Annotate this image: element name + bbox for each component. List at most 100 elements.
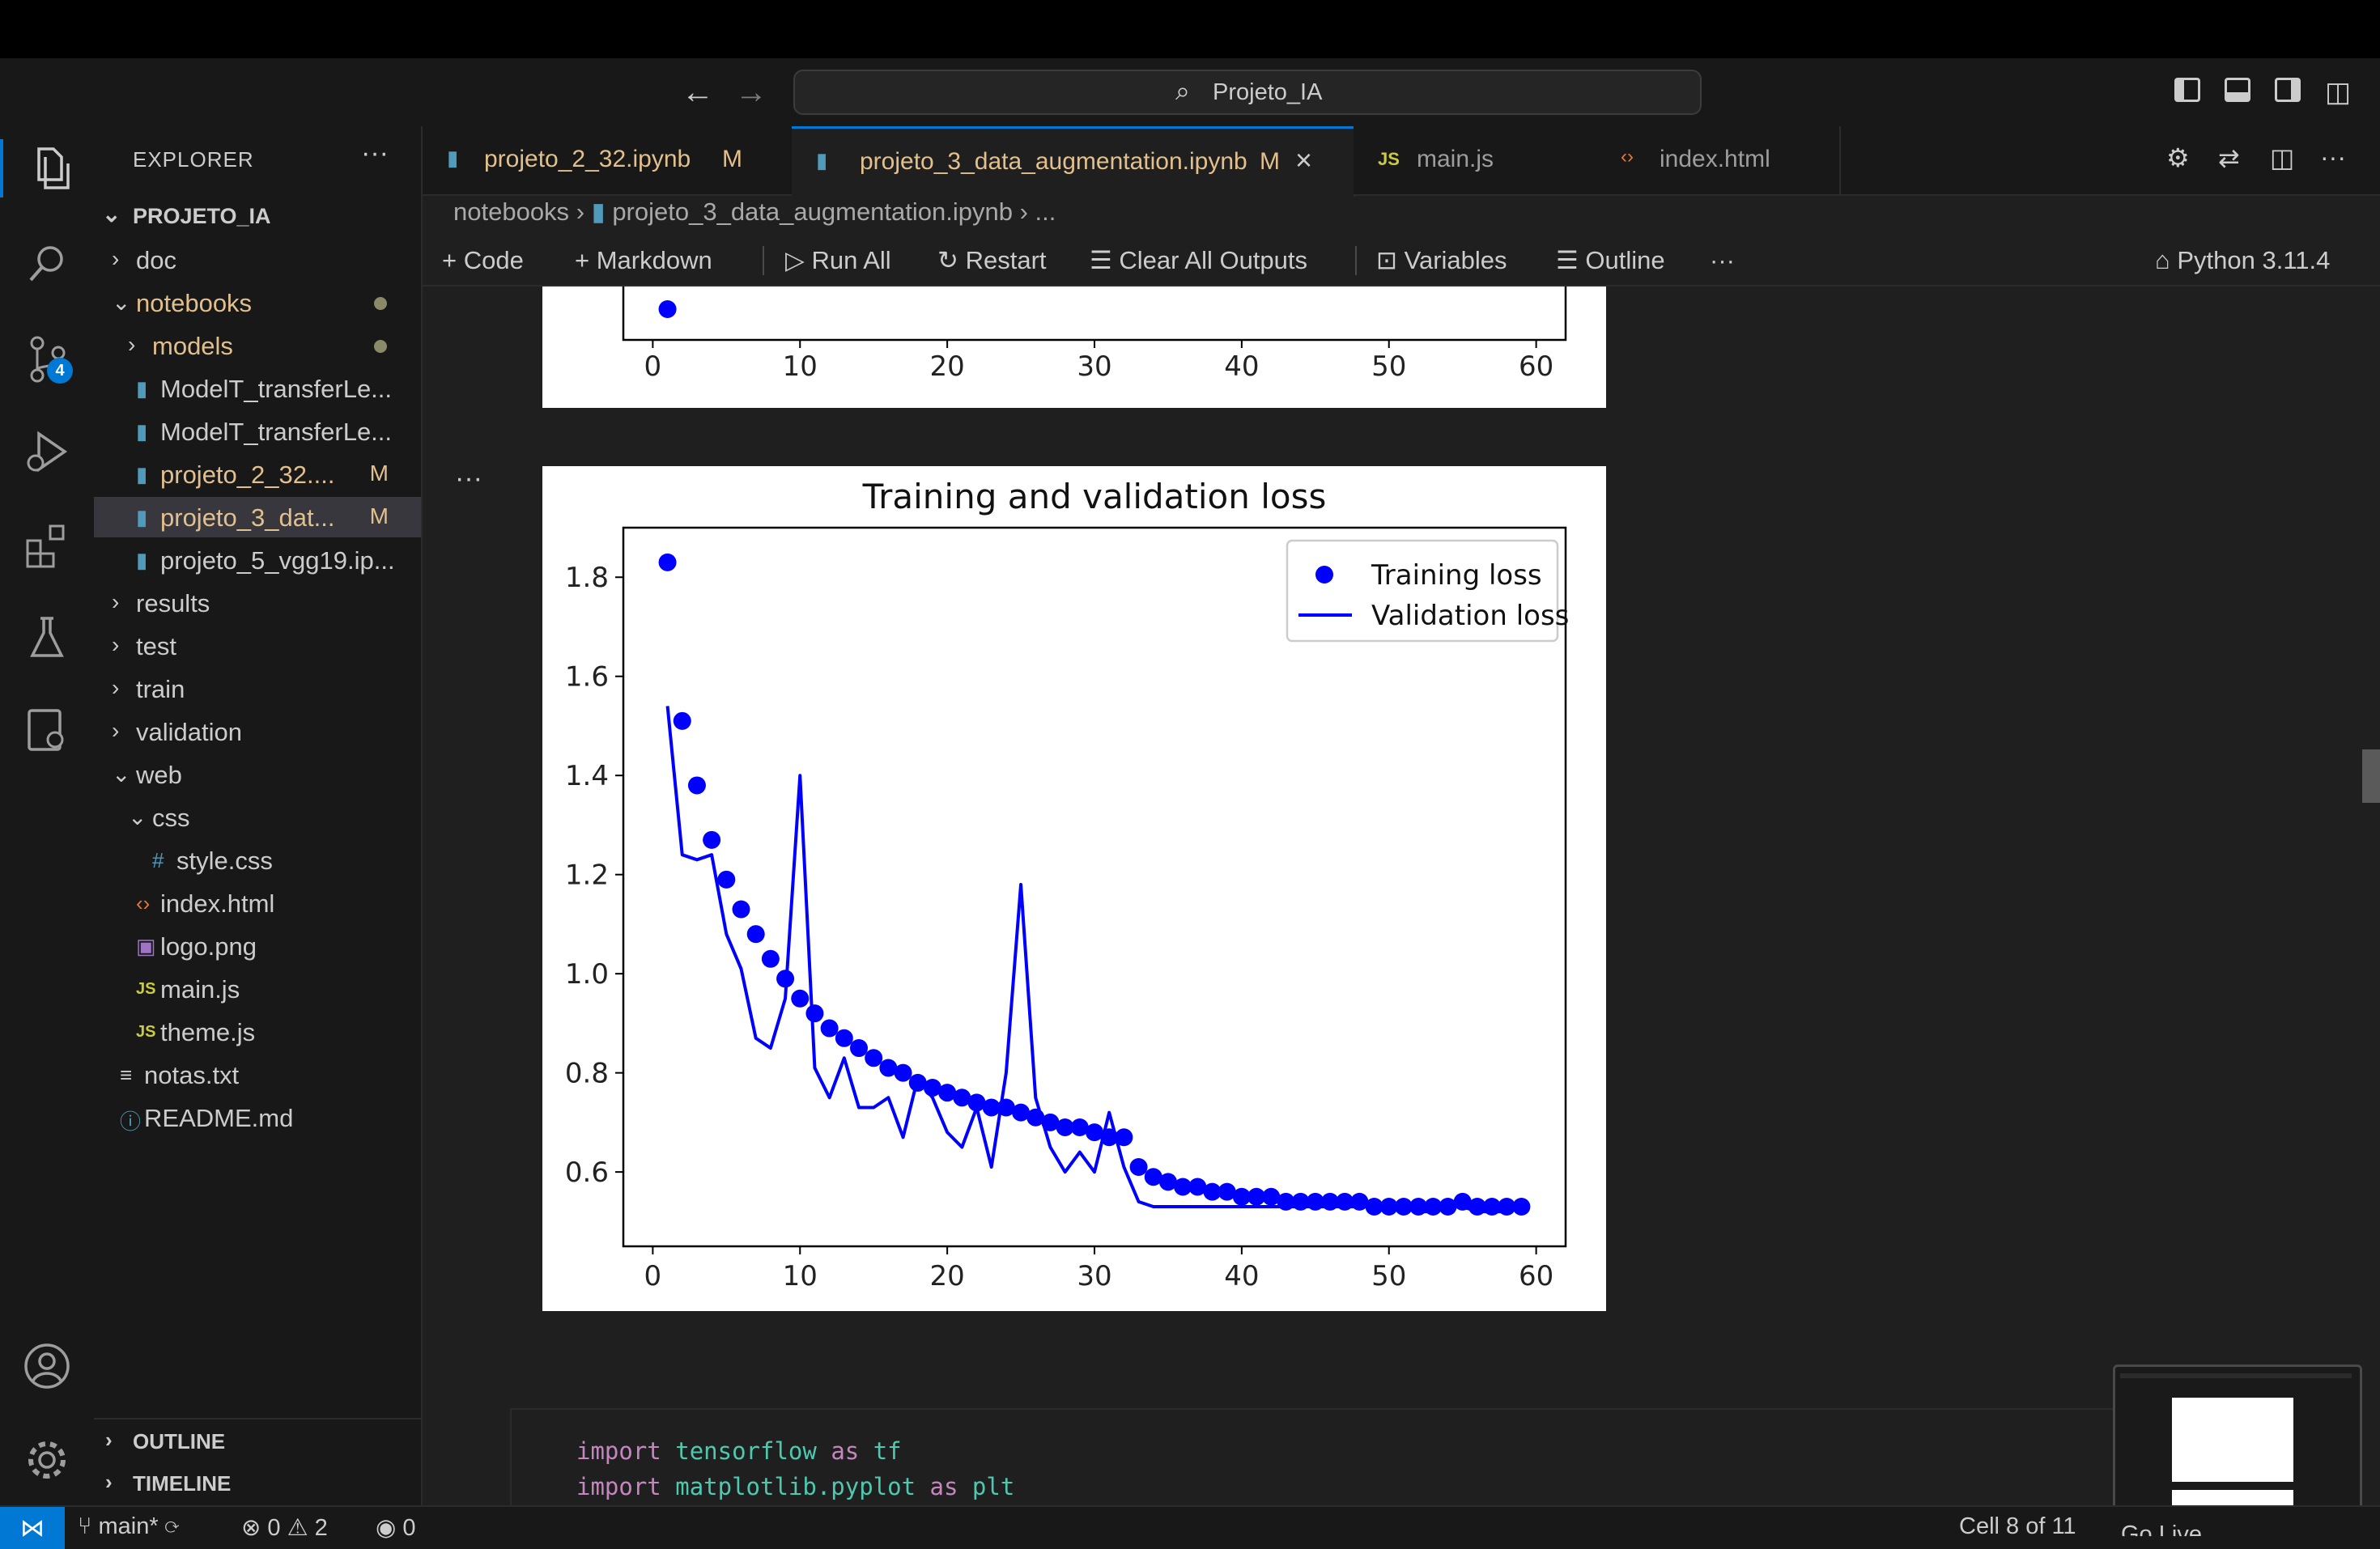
more-actions-icon[interactable]: ··· <box>361 138 389 168</box>
data-point <box>658 300 677 318</box>
add-code-cell-button[interactable]: + Code <box>442 246 524 274</box>
training-loss-point <box>1188 1178 1207 1196</box>
editor-scrollbar-thumb[interactable] <box>2362 749 2380 803</box>
problems-indicator[interactable]: ⊗ 0 ⚠ 2 <box>241 1515 328 1541</box>
file-tree-item[interactable]: ⓘ README.md <box>94 1097 421 1138</box>
more-toolbar-actions-icon[interactable]: ··· <box>1710 246 1735 274</box>
testing-flask-icon[interactable] <box>18 609 76 667</box>
run-debug-icon[interactable] <box>18 422 76 481</box>
file-tree-item[interactable]: ▮ projeto_3_dat... M <box>94 497 421 537</box>
file-tree-item[interactable]: ≡ notas.txt <box>94 1055 421 1095</box>
folder-notebooks[interactable]: ⌄ notebooks <box>94 282 421 323</box>
chevron-right-icon: › <box>105 1428 113 1452</box>
remote-explorer-icon[interactable] <box>18 701 76 759</box>
tab-projeto-2[interactable]: ▮ projeto_2_32.ipynb M <box>423 126 793 194</box>
chevron-right-icon: › <box>112 589 120 614</box>
file-tree-item[interactable]: ‹› index.html <box>94 883 421 923</box>
chevron-right-icon: › <box>105 1470 113 1494</box>
file-tree-item[interactable]: JS main.js <box>94 969 421 1009</box>
folder-results[interactable]: › results <box>94 583 421 623</box>
split-editor-icon[interactable]: ◫ <box>2270 143 2295 172</box>
kernel-picker[interactable]: ⌂ Python 3.11.4 <box>2155 246 2331 274</box>
outline-button[interactable]: ☰ Outline <box>1556 246 1665 274</box>
toggle-secondary-sidebar-icon[interactable] <box>2275 78 2301 102</box>
training-loss-point <box>1056 1118 1074 1137</box>
breadcrumb-folder[interactable]: notebooks <box>453 197 570 226</box>
warning-icon: ⚠ <box>287 1515 315 1541</box>
customize-layout-icon[interactable]: ◫ <box>2325 77 2352 108</box>
run-all-button[interactable]: ▷ Run All <box>785 246 891 274</box>
file-tree-item[interactable]: ▮ ModelT_transferLe... <box>94 368 421 409</box>
folder-web[interactable]: ⌄ web <box>94 754 421 795</box>
toggle-primary-sidebar-icon[interactable] <box>2174 78 2200 102</box>
notebook-file-icon: ▮ <box>447 146 459 170</box>
close-tab-icon[interactable]: × <box>1295 143 1313 176</box>
legend-label-validation: Validation loss <box>1371 600 1569 632</box>
forward-arrow-icon[interactable]: → <box>735 74 767 110</box>
toolbar-divider <box>763 246 764 275</box>
compare-changes-icon[interactable]: ⇄ <box>2218 143 2240 172</box>
file-tree-item[interactable]: ▮ ModelT_transferLe... <box>94 411 421 452</box>
file-tree-item[interactable]: JS theme.js <box>94 1012 421 1052</box>
tree-item-label: ModelT_transferLe... <box>160 375 393 403</box>
clear-all-outputs-button[interactable]: ☰ Clear All Outputs <box>1090 246 1308 274</box>
remote-indicator-icon[interactable]: ⋈ <box>0 1507 65 1549</box>
tree-item-label: results <box>136 589 210 617</box>
breadcrumb-file[interactable]: projeto_3_data_augmentation.ipynb <box>612 197 1013 226</box>
ports-indicator[interactable]: ◉ 0 <box>376 1515 416 1541</box>
variables-button[interactable]: ⊡ Variables <box>1376 246 1507 274</box>
tab-index-html[interactable]: ‹› index.html <box>1596 126 1841 194</box>
plot-frame <box>622 286 1567 342</box>
folder-validation[interactable]: › validation <box>94 711 421 752</box>
html-file-icon: ‹› <box>136 891 151 915</box>
search-icon[interactable] <box>18 235 76 293</box>
modified-badge: M <box>369 503 389 528</box>
training-loss-point <box>820 1019 839 1038</box>
code-cell[interactable]: import tensorflow as tf import matplotli… <box>510 1408 2357 1517</box>
breadcrumb-tail[interactable]: ... <box>1035 197 1056 226</box>
training-loss-point <box>1174 1178 1192 1196</box>
outline-panel-header[interactable]: › OUTLINE <box>94 1418 421 1460</box>
training-loss-point <box>894 1063 912 1082</box>
breadcrumb: notebooks › ▮ projeto_3_data_augmentatio… <box>453 197 1056 227</box>
file-tree-item[interactable]: ▮ projeto_2_32.... M <box>94 454 421 494</box>
legend-label-training: Training loss <box>1371 559 1542 592</box>
timeline-panel-header[interactable]: › TIMELINE <box>105 1470 232 1496</box>
more-editor-actions-icon[interactable]: ··· <box>2320 142 2346 172</box>
training-loss-point <box>761 949 780 968</box>
explorer-icon[interactable] <box>0 139 97 197</box>
settings-gear-icon[interactable] <box>18 1431 76 1489</box>
file-tree-item[interactable]: # style.css <box>94 840 421 881</box>
y-tick-label: 0.6 <box>565 1156 609 1189</box>
folder-models[interactable]: › models <box>94 325 421 366</box>
folder-css[interactable]: ⌄ css <box>94 797 421 838</box>
editor-tab-bar: ▮ projeto_2_32.ipynb M ▮ projeto_3_data_… <box>423 126 2380 197</box>
go-live-button[interactable]: Go Live <box>2121 1521 2202 1547</box>
folder-doc[interactable]: › doc <box>94 240 421 280</box>
folder-test[interactable]: › test <box>94 626 421 666</box>
cell-position[interactable]: Cell 8 of 11 <box>1959 1513 2076 1539</box>
chevron-right-icon: › <box>128 332 136 357</box>
extensions-icon[interactable] <box>18 516 76 575</box>
restart-button[interactable]: ↻ Restart <box>937 246 1047 274</box>
editor-minimap-preview[interactable] <box>2113 1364 2362 1530</box>
training-loss-point <box>850 1039 868 1058</box>
tab-main-js[interactable]: JS main.js <box>1354 126 1598 194</box>
back-arrow-icon[interactable]: ← <box>682 74 714 110</box>
file-tree-item[interactable]: ▣ logo.png <box>94 926 421 966</box>
toggle-panel-icon[interactable] <box>2225 78 2250 102</box>
notebook-settings-gear-icon[interactable]: ⚙ <box>2166 143 2190 172</box>
file-tree-item[interactable]: ▮ projeto_5_vgg19.ip... <box>94 540 421 580</box>
training-loss-point <box>938 1084 957 1102</box>
tab-projeto-3-data-augmentation[interactable]: ▮ projeto_3_data_augmentation.ipynb M × <box>792 126 1355 197</box>
add-markdown-cell-button[interactable]: + Markdown <box>575 246 712 274</box>
folder-train[interactable]: › train <box>94 668 421 709</box>
training-loss-point <box>835 1029 853 1047</box>
root-folder-projeto-ia[interactable]: ⌄ PROJETO_IA <box>102 202 271 228</box>
cell-output-more-icon[interactable]: ··· <box>455 463 482 494</box>
branch-indicator[interactable]: ⑂ main* ⟳ <box>78 1513 180 1539</box>
account-icon[interactable] <box>18 1337 76 1395</box>
x-tick-label: 60 <box>1519 1260 1553 1292</box>
training-loss-point <box>1498 1198 1516 1216</box>
command-center[interactable]: ⌕ Projeto_IA <box>793 70 1702 115</box>
